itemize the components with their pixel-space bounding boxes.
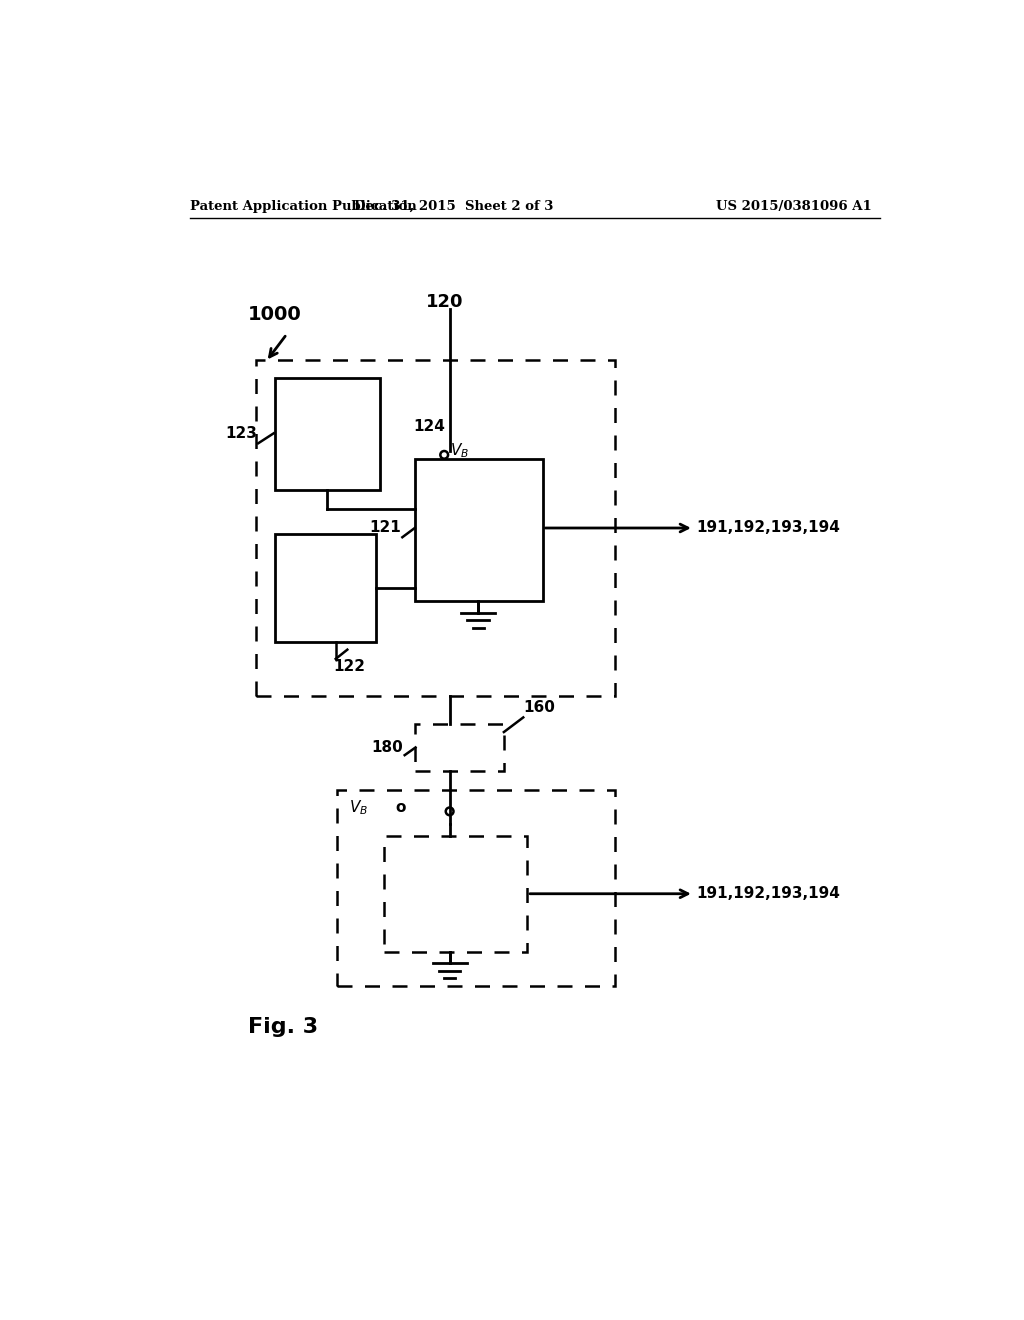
Text: 122: 122 <box>334 659 366 675</box>
Bar <box>384 836 527 952</box>
Text: 123: 123 <box>225 426 257 441</box>
Text: Fig. 3: Fig. 3 <box>248 1016 318 1038</box>
Text: 191,192,193,194: 191,192,193,194 <box>696 520 840 536</box>
Bar <box>415 459 543 601</box>
Text: 180: 180 <box>372 741 403 755</box>
Bar <box>337 789 614 986</box>
Text: Dec. 31, 2015  Sheet 2 of 3: Dec. 31, 2015 Sheet 2 of 3 <box>354 199 553 213</box>
Text: 191,192,193,194: 191,192,193,194 <box>696 886 840 902</box>
Bar <box>256 360 614 696</box>
Text: 160: 160 <box>523 700 555 715</box>
Text: 121: 121 <box>369 520 400 536</box>
Text: Patent Application Publication: Patent Application Publication <box>190 199 417 213</box>
Text: 1000: 1000 <box>248 305 302 323</box>
Text: US 2015/0381096 A1: US 2015/0381096 A1 <box>716 199 872 213</box>
Bar <box>415 725 504 771</box>
Text: $V_B$: $V_B$ <box>349 799 368 817</box>
Bar <box>275 378 380 490</box>
Bar <box>275 535 376 642</box>
Text: o: o <box>395 800 406 814</box>
Text: 120: 120 <box>426 293 464 312</box>
Text: $V_B$: $V_B$ <box>450 442 469 461</box>
Text: 124: 124 <box>414 418 445 434</box>
